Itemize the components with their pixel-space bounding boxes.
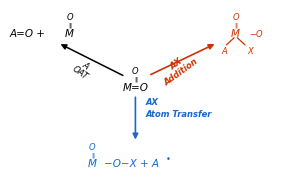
Text: AX: AX (145, 98, 158, 107)
Text: M=O: M=O (122, 83, 148, 93)
Text: Addition: Addition (162, 57, 199, 88)
Text: AX: AX (168, 57, 184, 72)
Text: M: M (65, 29, 74, 40)
Text: ‖: ‖ (134, 76, 137, 82)
Text: O: O (232, 13, 239, 22)
Text: −O: −O (249, 30, 263, 39)
Text: ‖: ‖ (91, 152, 94, 158)
Text: M: M (88, 159, 97, 169)
Text: A=O +: A=O + (9, 29, 49, 40)
Text: A: A (222, 47, 228, 56)
Text: •: • (166, 155, 170, 164)
Text: OAT: OAT (71, 64, 90, 81)
Text: O: O (89, 143, 96, 152)
Text: O: O (66, 13, 73, 22)
Text: ‖: ‖ (234, 23, 237, 29)
Text: X: X (248, 47, 253, 56)
Text: M: M (231, 29, 240, 40)
Text: Atom Transfer: Atom Transfer (145, 110, 212, 119)
Text: A: A (80, 60, 90, 71)
Text: −O−X + A: −O−X + A (104, 159, 159, 169)
Text: ‖: ‖ (68, 23, 71, 29)
Text: O: O (132, 67, 139, 76)
